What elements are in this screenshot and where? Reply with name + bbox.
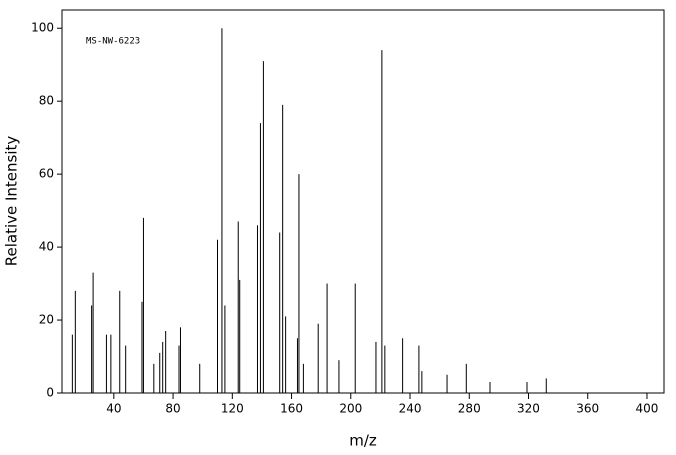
x-tick-label: 400 [636,402,659,416]
plot-frame [61,9,665,394]
x-tick-label: 200 [339,402,362,416]
x-tick-label: 240 [399,402,422,416]
y-tick-label: 100 [31,21,54,35]
y-tick-label: 60 [39,167,54,181]
annotation: MS-NW-6223 [86,37,140,47]
x-tick-label: 120 [221,402,244,416]
y-tick-label: 80 [39,94,54,108]
x-tick-label: 80 [165,402,180,416]
y-tick-label: 40 [39,240,54,254]
y-axis-title: Relative Intensity [3,136,21,267]
x-tick-label: 360 [576,402,599,416]
y-tick-label: 20 [39,313,54,327]
x-tick-label: 40 [106,402,121,416]
x-tick-label: 280 [458,402,481,416]
x-tick-label: 320 [517,402,540,416]
x-axis-title: m/z [349,432,377,450]
y-tick-label: 0 [46,386,54,400]
x-tick-label: 160 [280,402,303,416]
